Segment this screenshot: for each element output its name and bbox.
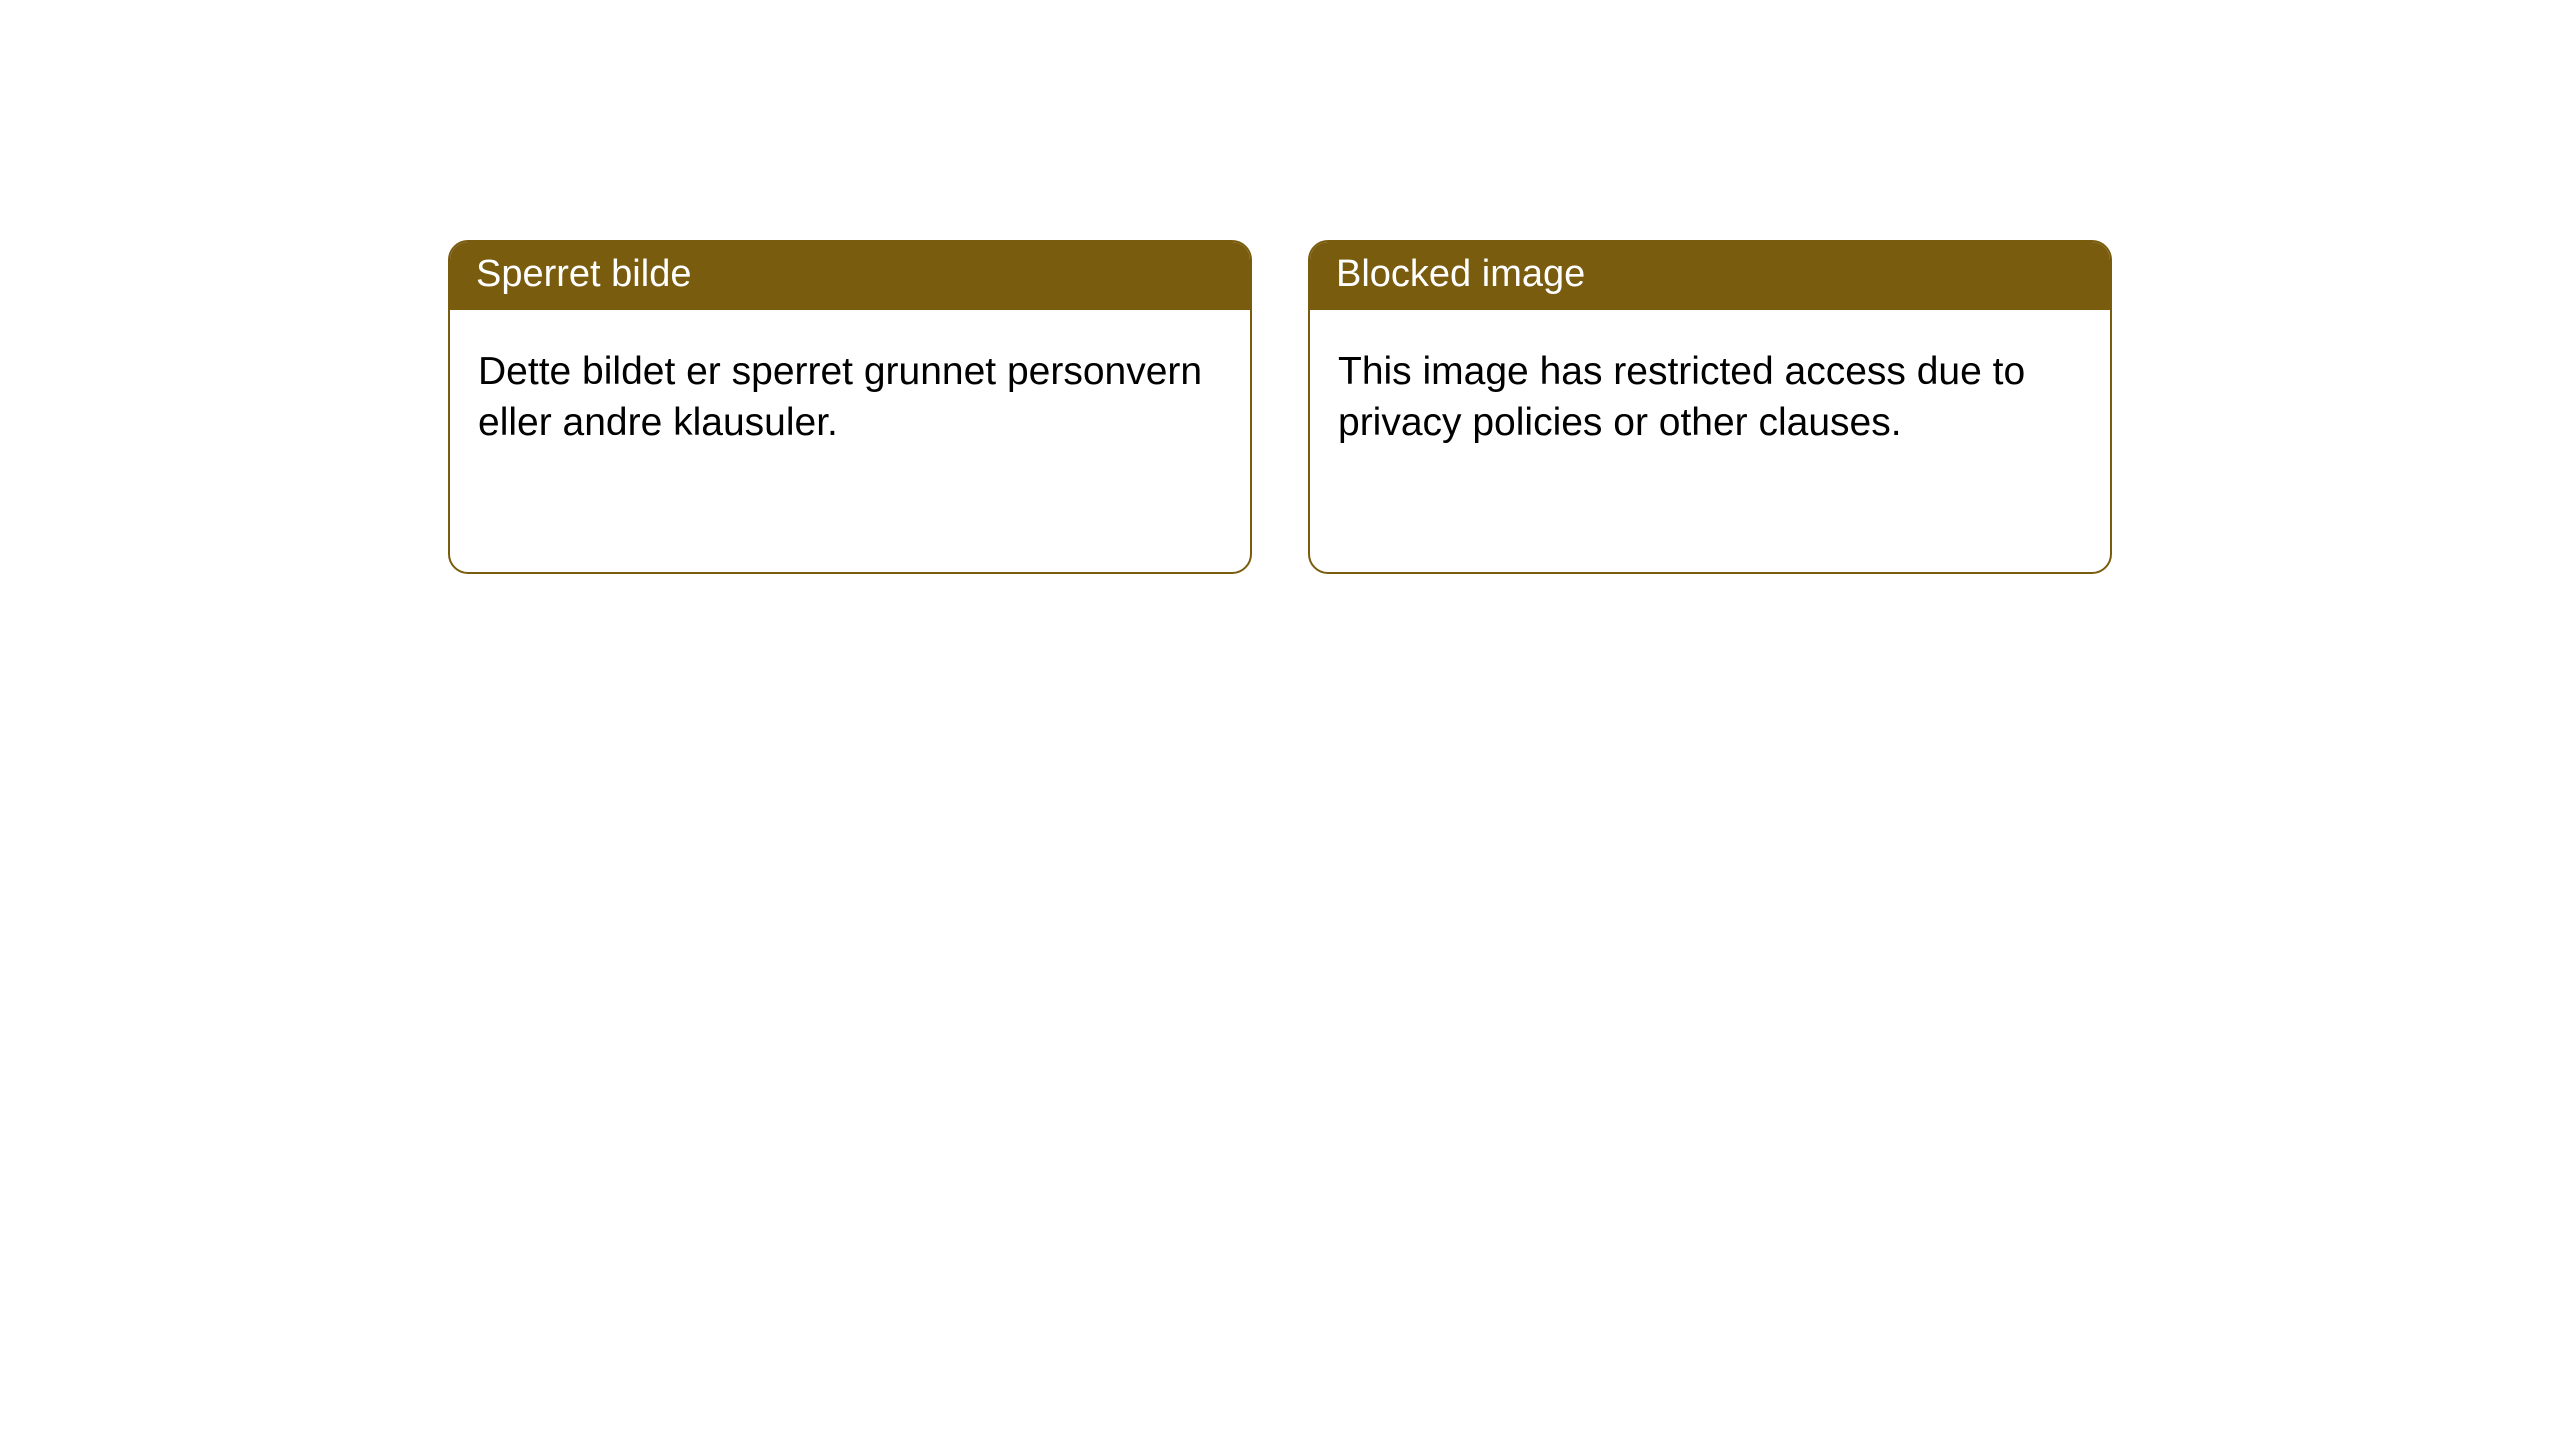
card-header-no: Sperret bilde bbox=[450, 242, 1250, 310]
card-body-en: This image has restricted access due to … bbox=[1310, 310, 2110, 485]
card-body-text-no: Dette bildet er sperret grunnet personve… bbox=[478, 350, 1202, 444]
card-header-en: Blocked image bbox=[1310, 242, 2110, 310]
notice-cards-container: Sperret bilde Dette bildet er sperret gr… bbox=[0, 0, 2560, 574]
card-body-text-en: This image has restricted access due to … bbox=[1338, 350, 2025, 444]
card-header-text-no: Sperret bilde bbox=[476, 253, 691, 295]
card-header-text-en: Blocked image bbox=[1336, 253, 1585, 295]
card-body-no: Dette bildet er sperret grunnet personve… bbox=[450, 310, 1250, 485]
blocked-image-card-no: Sperret bilde Dette bildet er sperret gr… bbox=[448, 240, 1252, 574]
blocked-image-card-en: Blocked image This image has restricted … bbox=[1308, 240, 2112, 574]
